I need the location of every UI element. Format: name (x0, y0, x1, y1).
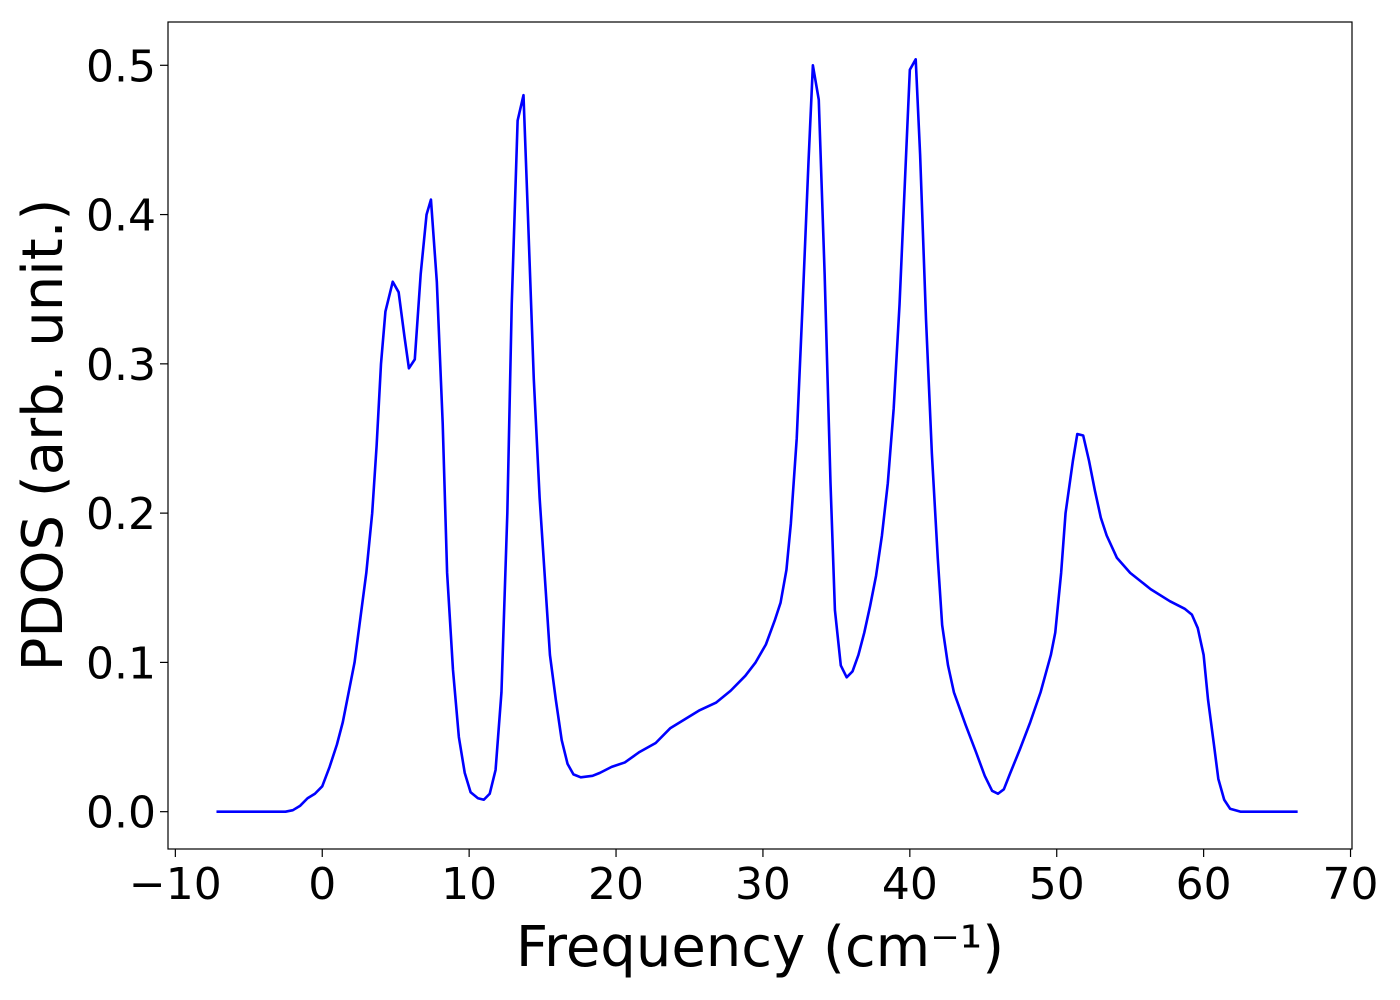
plot-frame (167, 21, 1353, 850)
y-tick-label: 0.1 (86, 638, 156, 689)
x-tick-label: 40 (882, 859, 938, 910)
y-tick-label: 0.0 (86, 788, 156, 839)
x-tick-label: 50 (1029, 859, 1085, 910)
y-tick-label: 0.2 (86, 489, 156, 540)
x-tick-label: 20 (588, 859, 644, 910)
y-tick-label: 0.5 (86, 41, 156, 92)
x-tick-label: 10 (441, 859, 497, 910)
x-tick-label: −10 (129, 859, 222, 910)
x-axis-label: Frequency (cm⁻¹) (516, 915, 1004, 980)
x-tick-label: 60 (1176, 859, 1232, 910)
y-tick-label: 0.4 (86, 191, 156, 242)
y-tick-label: 0.3 (86, 340, 156, 391)
pdos-line (216, 58, 1298, 813)
x-tick-label: 70 (1323, 859, 1379, 910)
x-tick-label: 0 (308, 859, 336, 910)
x-tick-label: 30 (735, 859, 791, 910)
y-axis-label: PDOS (arb. unit.) (11, 199, 76, 672)
